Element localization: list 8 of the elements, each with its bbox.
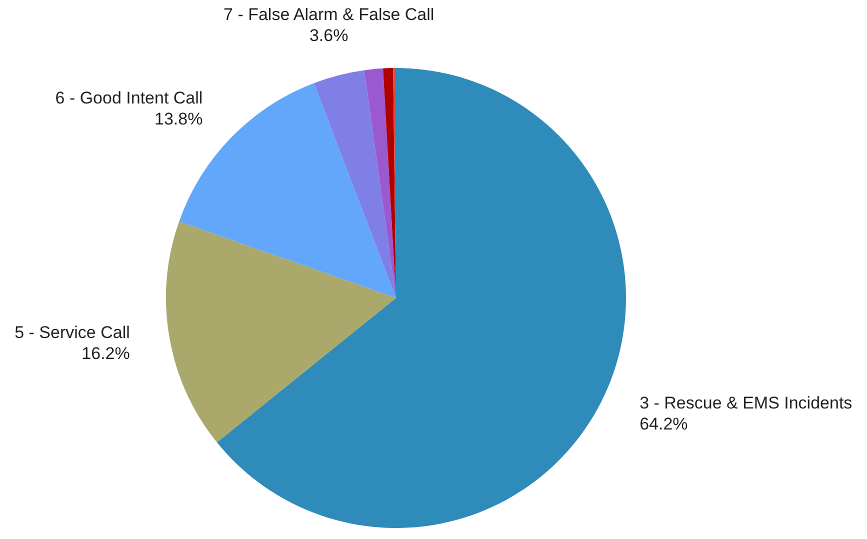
- slice-label: 5 - Service Call: [14, 322, 130, 342]
- slice-label: 3 - Rescue & EMS Incidents: [640, 394, 852, 413]
- data-label: 16.2%: [82, 344, 130, 363]
- data-label: 64.2%: [640, 414, 688, 434]
- data-label: 13.8%: [154, 110, 203, 129]
- slice-label: 6 - Good Intent Call: [55, 88, 203, 108]
- data-label: 3.6%: [309, 26, 348, 46]
- slice-label: 7 - False Alarm & False Call: [224, 5, 434, 24]
